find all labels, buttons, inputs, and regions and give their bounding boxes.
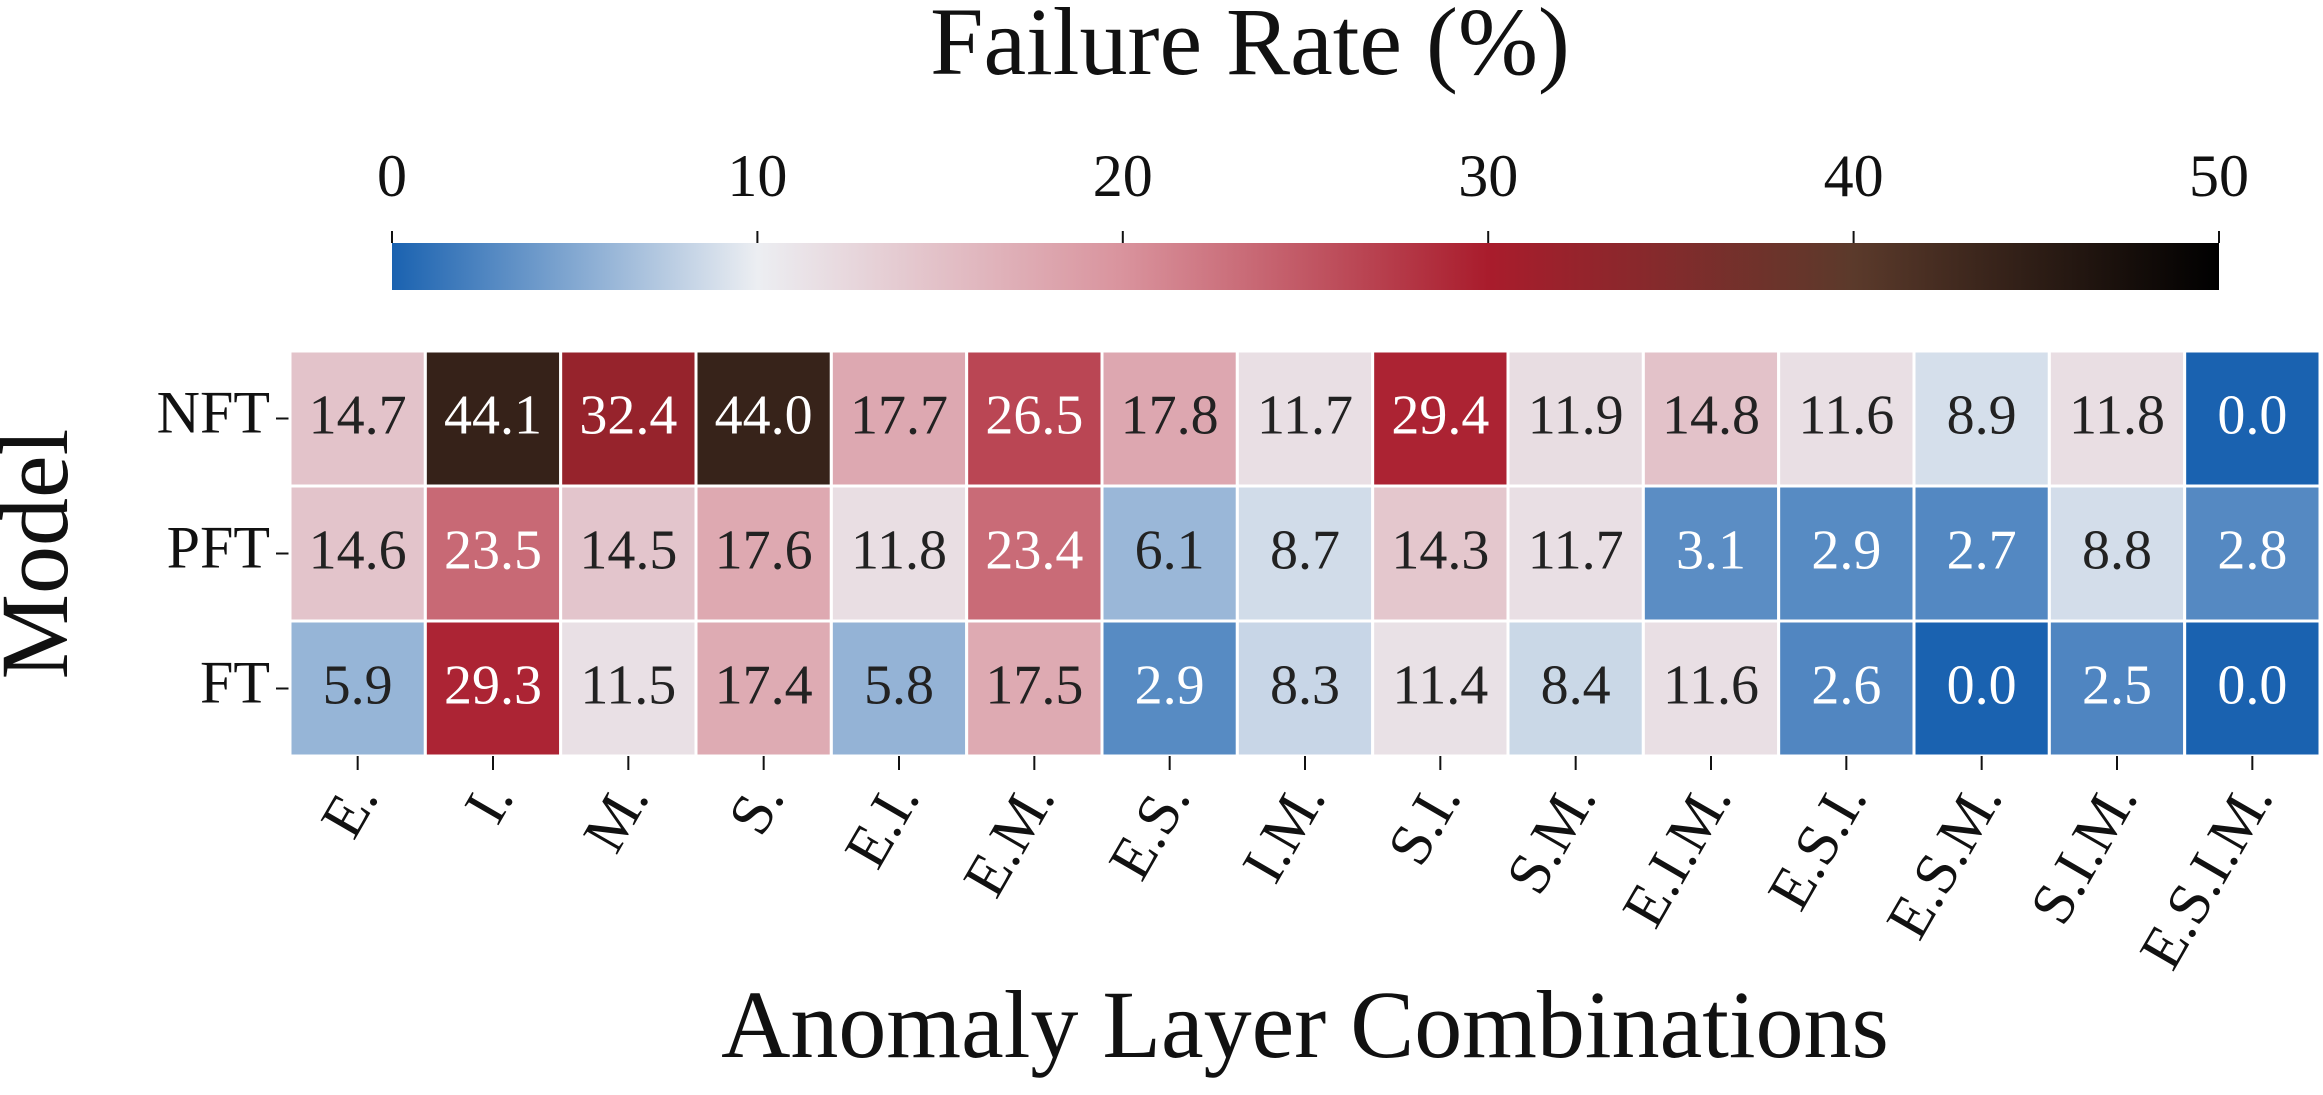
x-tick-label: E.I.M. bbox=[1610, 770, 1745, 937]
y-tick-label: PFT bbox=[167, 514, 270, 580]
x-tick-label: I. bbox=[452, 770, 527, 833]
cell-value-label: 14.5 bbox=[579, 519, 677, 581]
cell-value-label: 11.9 bbox=[1528, 384, 1624, 446]
cell-value-label: 44.0 bbox=[715, 384, 813, 446]
cell-value-label: 2.5 bbox=[2082, 654, 2152, 716]
cell-value-label: 17.8 bbox=[1121, 384, 1219, 446]
cell-value-label: 0.0 bbox=[1947, 654, 2017, 716]
x-tick-label: E.M. bbox=[950, 770, 1067, 907]
heatmap-cell bbox=[1641, 349, 1781, 488]
colorbar-title: Failure Rate (%) bbox=[930, 0, 1570, 95]
cell-value-label: 0.0 bbox=[2217, 654, 2287, 716]
cell-value-label: 2.7 bbox=[1947, 519, 2017, 581]
heatmap-cell bbox=[423, 349, 563, 488]
x-tick-label: I.M. bbox=[1229, 770, 1338, 892]
cell-value-label: 5.8 bbox=[864, 654, 934, 716]
cell-value-label: 32.4 bbox=[579, 384, 677, 446]
x-tick-label: S. bbox=[716, 770, 797, 845]
heatmap-cell bbox=[694, 349, 833, 488]
colorbar-tick-label: 20 bbox=[1093, 143, 1153, 209]
cell-value-label: 2.8 bbox=[2217, 519, 2287, 581]
heatmap-cell bbox=[1912, 349, 2051, 488]
x-tick-label: S.I.M. bbox=[2017, 770, 2150, 934]
cell-value-label: 6.1 bbox=[1135, 519, 1205, 581]
cell-value-label: 11.6 bbox=[1663, 654, 1759, 716]
heatmap-cell bbox=[2183, 349, 2322, 488]
x-tick-label: E.S. bbox=[1096, 770, 1203, 890]
heatmap-cell bbox=[829, 484, 969, 623]
x-axis-label: Anomaly Layer Combinations bbox=[721, 971, 1889, 1078]
cell-value-label: 14.6 bbox=[309, 519, 407, 581]
cell-value-label: 11.8 bbox=[851, 519, 947, 581]
cell-value-label: 2.9 bbox=[1135, 654, 1205, 716]
cell-value-label: 29.3 bbox=[444, 654, 542, 716]
heatmap-cell bbox=[2183, 619, 2322, 758]
cell-value-label: 2.6 bbox=[1811, 654, 1881, 716]
heatmap-cell bbox=[1506, 484, 1645, 623]
cell-value-label: 3.1 bbox=[1676, 519, 1746, 581]
x-tick-label: S.I. bbox=[1375, 770, 1474, 875]
x-tick-label: E.S.M. bbox=[1874, 770, 2015, 949]
heatmap-cell bbox=[423, 619, 563, 758]
heatmap-cell bbox=[1777, 484, 1916, 623]
colorbar-tick-label: 40 bbox=[1824, 143, 1884, 209]
y-tick-label: FT bbox=[200, 649, 270, 715]
x-tick-label: E.S.I.M. bbox=[2127, 770, 2286, 979]
cell-value-label: 14.8 bbox=[1662, 384, 1760, 446]
cell-value-label: 44.1 bbox=[444, 384, 542, 446]
cell-value-label: 8.4 bbox=[1541, 654, 1611, 716]
cell-value-label: 0.0 bbox=[2217, 384, 2287, 446]
heatmap-cell bbox=[694, 484, 833, 623]
cell-value-label: 11.4 bbox=[1392, 654, 1488, 716]
cell-value-label: 11.7 bbox=[1528, 519, 1624, 581]
x-tick-label: S.M. bbox=[1493, 770, 1609, 904]
cell-value-label: 11.5 bbox=[580, 654, 676, 716]
heatmap-cell bbox=[1641, 484, 1781, 623]
x-tick-label: E.I. bbox=[832, 770, 932, 878]
cell-value-label: 11.7 bbox=[1257, 384, 1353, 446]
colorbar-tick-label: 10 bbox=[727, 143, 787, 209]
heatmap-cell bbox=[965, 619, 1104, 758]
heatmap-cell bbox=[694, 619, 833, 758]
cell-value-label: 17.5 bbox=[985, 654, 1083, 716]
cell-value-label: 2.9 bbox=[1811, 519, 1881, 581]
cell-value-label: 8.9 bbox=[1947, 384, 2017, 446]
x-tick-label: M. bbox=[570, 770, 661, 862]
heatmap-cell bbox=[829, 349, 969, 488]
colorbar-tick-label: 30 bbox=[1458, 143, 1518, 209]
cell-value-label: 8.7 bbox=[1270, 519, 1340, 581]
y-tick-label: NFT bbox=[157, 379, 270, 445]
cell-value-label: 5.9 bbox=[323, 654, 393, 716]
heatmap-cell bbox=[559, 619, 698, 758]
heatmap-cell bbox=[1235, 484, 1375, 623]
cell-value-label: 23.5 bbox=[444, 519, 542, 581]
cell-value-label: 17.7 bbox=[850, 384, 948, 446]
cell-value-label: 29.4 bbox=[1391, 384, 1489, 446]
colorbar-tick-label: 0 bbox=[377, 143, 407, 209]
heatmap-cell bbox=[559, 349, 698, 488]
cell-value-label: 17.4 bbox=[715, 654, 813, 716]
x-tick-label: E. bbox=[308, 770, 391, 848]
x-tick-label: E.S.I. bbox=[1755, 770, 1880, 920]
cell-value-label: 23.4 bbox=[985, 519, 1083, 581]
cell-value-label: 14.7 bbox=[309, 384, 407, 446]
cell-value-label: 11.6 bbox=[1798, 384, 1894, 446]
heatmap-cell bbox=[965, 349, 1104, 488]
heatmap-cell bbox=[288, 484, 427, 623]
colorbar-tick-label: 50 bbox=[2189, 143, 2249, 209]
cell-value-label: 8.8 bbox=[2082, 519, 2152, 581]
y-axis-label: Model bbox=[0, 429, 88, 680]
cell-value-label: 26.5 bbox=[985, 384, 1083, 446]
heatmap-cell bbox=[2047, 484, 2187, 623]
cell-value-label: 8.3 bbox=[1270, 654, 1340, 716]
cell-value-label: 11.8 bbox=[2069, 384, 2165, 446]
heatmap-cell bbox=[2047, 349, 2187, 488]
cell-value-label: 14.3 bbox=[1391, 519, 1489, 581]
cell-value-label: 17.6 bbox=[715, 519, 813, 581]
colorbar bbox=[392, 243, 2219, 290]
heatmap-cell bbox=[423, 484, 563, 623]
heatmap-cell bbox=[559, 484, 698, 623]
